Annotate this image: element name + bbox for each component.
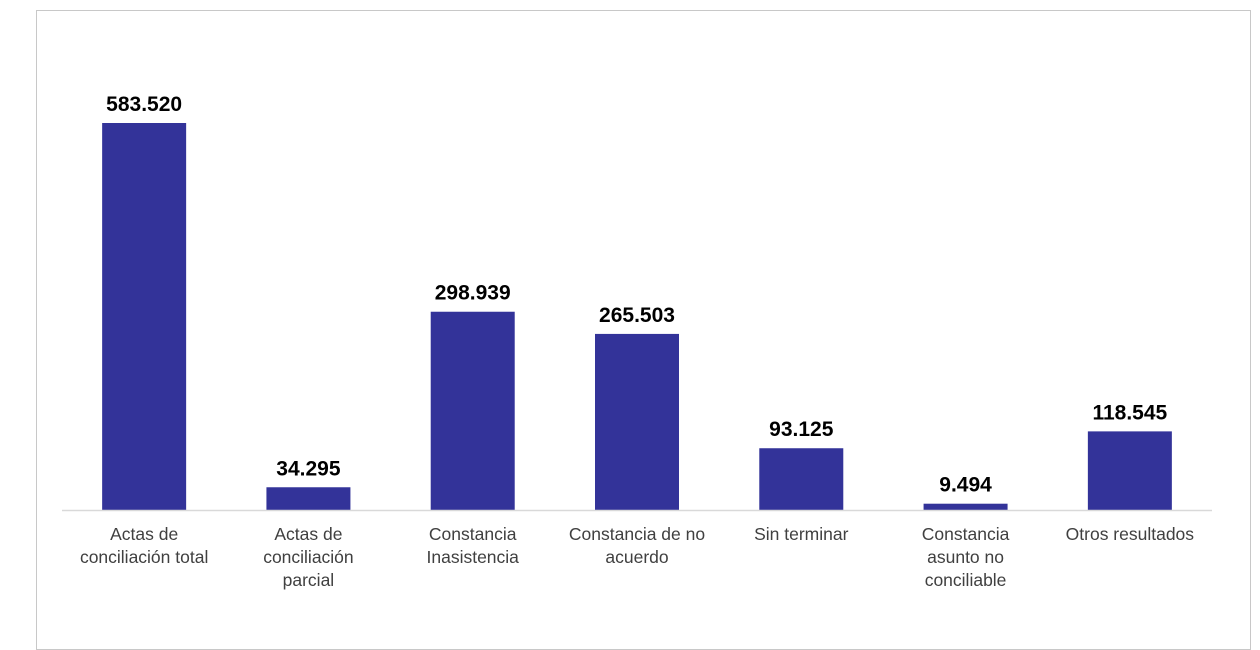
category-label-3: Constancia Inasistencia [427, 524, 520, 567]
category-label-7: Otros resultados [1066, 524, 1195, 544]
category-label-6: Constancia asunto no conciliable [922, 524, 1010, 590]
bar-6 [923, 503, 1008, 510]
bar-2 [266, 487, 351, 510]
category-label-line: Actas de [274, 524, 342, 544]
bars-layer [102, 123, 1172, 510]
category-label-line: conciliación [263, 547, 353, 567]
bar-4 [595, 333, 679, 510]
value-label-4: 265.503 [599, 304, 675, 327]
category-label-line: asunto no [927, 547, 1004, 567]
category-label-4: Constancia de no acuerdo [569, 524, 705, 567]
category-label-line: Constancia [429, 524, 517, 544]
value-label-2: 34.295 [276, 457, 341, 480]
category-label-line: Inasistencia [427, 547, 520, 567]
value-labels-layer: 583.520 34.295 298.939 265.503 93.125 9.494 11… [106, 93, 1167, 497]
category-label-line: acuerdo [605, 547, 668, 567]
bar-1 [102, 123, 187, 510]
value-label-1: 583.520 [106, 93, 182, 116]
bar-3 [430, 311, 515, 510]
category-label-line: conciliación total [80, 547, 208, 567]
category-label-line: Actas de [110, 524, 178, 544]
value-label-7: 118.545 [1092, 401, 1167, 424]
category-label-line: Sin terminar [754, 524, 849, 544]
category-labels-layer: Actas de conciliación total Actas de concil… [80, 524, 1194, 590]
category-label-line: parcial [283, 570, 335, 590]
bar-7 [1087, 431, 1172, 510]
bar-5 [759, 448, 844, 510]
category-label-1: Actas de conciliación total [80, 524, 208, 567]
category-label-2: Actas de conciliación parcial [263, 524, 353, 590]
value-label-6: 9.494 [939, 474, 992, 497]
category-label-5: Sin terminar [754, 524, 849, 544]
value-label-3: 298.939 [435, 282, 511, 305]
category-label-line: Otros resultados [1066, 524, 1195, 544]
category-label-line: Constancia [922, 524, 1010, 544]
category-label-line: Constancia de no [569, 524, 705, 544]
value-label-5: 93.125 [769, 418, 834, 441]
category-label-line: conciliable [925, 570, 1007, 590]
